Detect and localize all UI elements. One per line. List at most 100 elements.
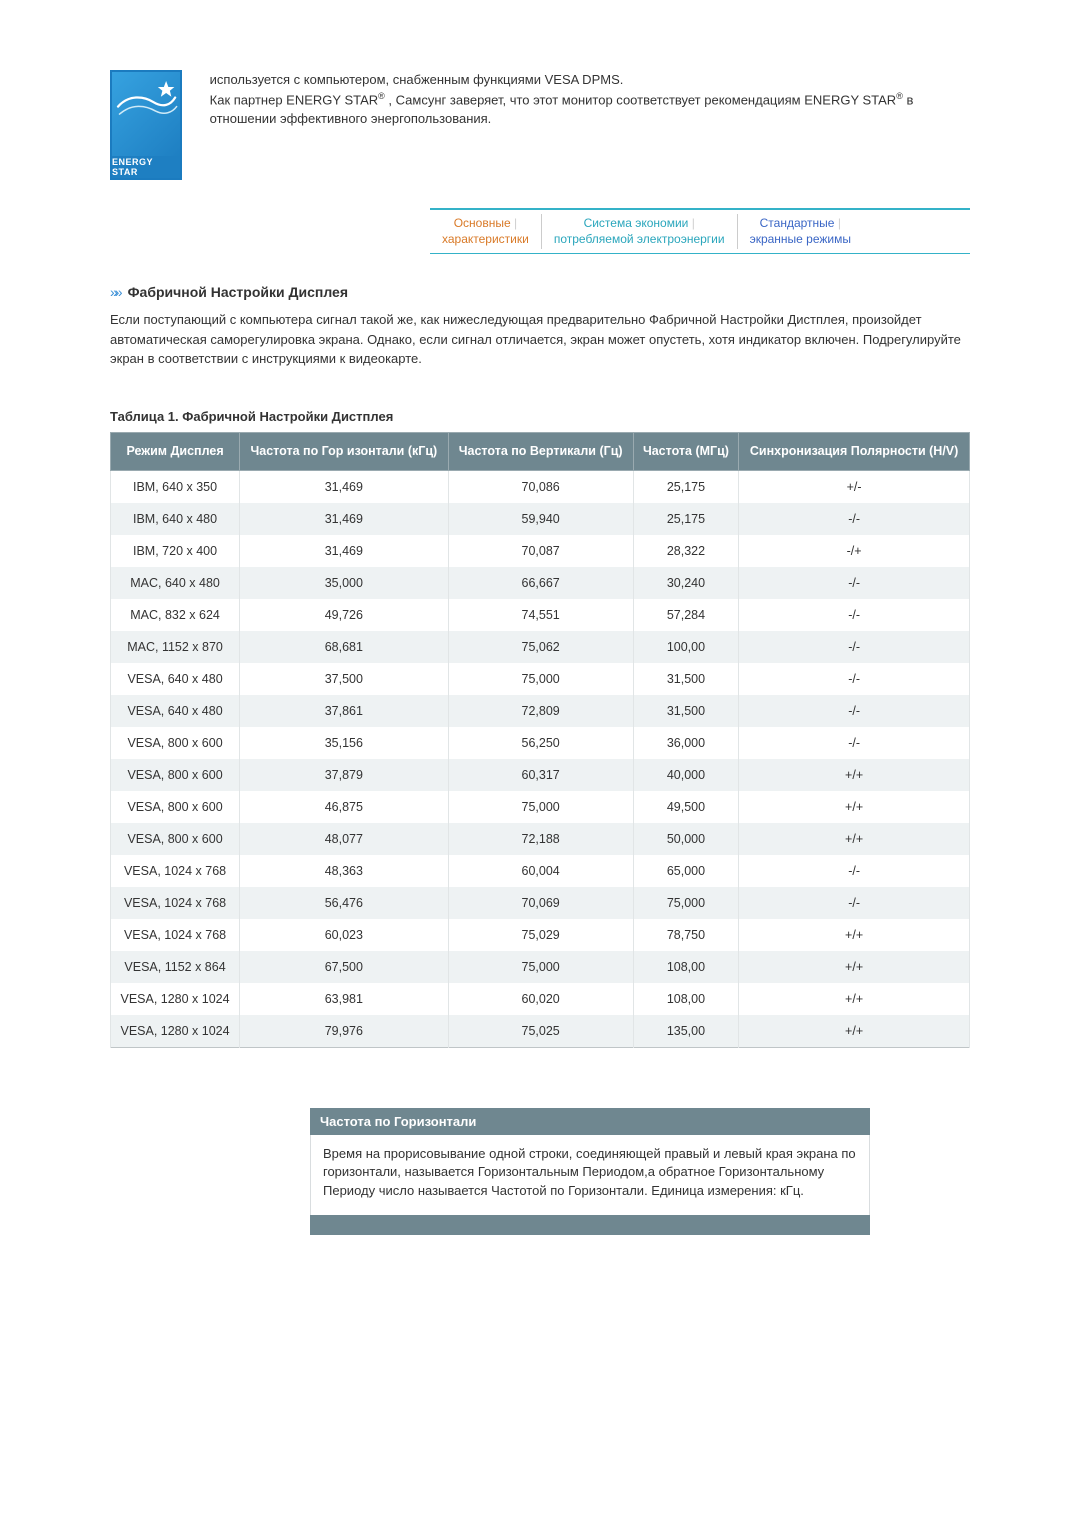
preset-modes-table: Режим Дисплея Частота по Гор изонтали (к… — [110, 432, 970, 1048]
table-cell: -/+ — [739, 535, 970, 567]
tab-power-saving[interactable]: Система экономии | потребляемой электроэ… — [542, 210, 737, 253]
table-cell: 70,087 — [448, 535, 633, 567]
table-cell: 31,469 — [240, 535, 449, 567]
table-row: MAC, 640 x 48035,00066,66730,240-/- — [111, 567, 970, 599]
table-cell: -/- — [739, 631, 970, 663]
section-header: »» Фабричной Настройки Дисплея — [110, 284, 970, 300]
table-cell: 59,940 — [448, 503, 633, 535]
table-row: IBM, 640 x 35031,46970,08625,175+/- — [111, 470, 970, 503]
table-cell: VESA, 800 x 600 — [111, 727, 240, 759]
table-cell: VESA, 640 x 480 — [111, 663, 240, 695]
table-cell: -/- — [739, 887, 970, 919]
table-cell: VESA, 640 x 480 — [111, 695, 240, 727]
table-cell: VESA, 1152 x 864 — [111, 951, 240, 983]
tab-label: Основные — [454, 216, 511, 230]
table-cell: VESA, 1024 x 768 — [111, 855, 240, 887]
table-row: VESA, 800 x 60035,15656,25036,000-/- — [111, 727, 970, 759]
table-cell: 68,681 — [240, 631, 449, 663]
table-cell: IBM, 640 x 350 — [111, 470, 240, 503]
table-cell: 75,000 — [633, 887, 738, 919]
table-cell: -/- — [739, 599, 970, 631]
table-cell: 49,726 — [240, 599, 449, 631]
tab-display-modes[interactable]: Стандартные | экранные режимы — [738, 210, 863, 253]
table-row: VESA, 800 x 60048,07772,18850,000+/+ — [111, 823, 970, 855]
table-cell: 28,322 — [633, 535, 738, 567]
table-cell: 74,551 — [448, 599, 633, 631]
energy-star-swirl-svg — [112, 72, 180, 135]
tab-label: характеристики — [442, 232, 529, 246]
reg-mark-1: ® — [378, 91, 385, 101]
table-cell: 135,00 — [633, 1015, 738, 1048]
table-cell: 35,156 — [240, 727, 449, 759]
table-cell: MAC, 832 x 624 — [111, 599, 240, 631]
intro-line2b: , Самсунг заверяет, что этот монитор соо… — [385, 92, 896, 107]
table-cell: +/- — [739, 470, 970, 503]
table-cell: VESA, 1024 x 768 — [111, 919, 240, 951]
section-title: Фабричной Настройки Дисплея — [128, 284, 348, 300]
table-cell: 40,000 — [633, 759, 738, 791]
table-cell: 79,976 — [240, 1015, 449, 1048]
table-header-row: Режим Дисплея Частота по Гор изонтали (к… — [111, 432, 970, 470]
table-row: VESA, 1280 x 102479,97675,025135,00+/+ — [111, 1015, 970, 1048]
info-box: Частота по Горизонтали Время на прорисов… — [310, 1108, 870, 1236]
info-box-body: Время на прорисовывание одной строки, со… — [310, 1135, 870, 1216]
table-row: VESA, 1024 x 76848,36360,00465,000-/- — [111, 855, 970, 887]
table-cell: 31,469 — [240, 503, 449, 535]
table-cell: 60,020 — [448, 983, 633, 1015]
table-row: IBM, 720 x 40031,46970,08728,322-/+ — [111, 535, 970, 567]
table-cell: 30,240 — [633, 567, 738, 599]
table-cell: 67,500 — [240, 951, 449, 983]
table-cell: +/+ — [739, 823, 970, 855]
table-cell: -/- — [739, 503, 970, 535]
table-row: VESA, 800 x 60046,87575,00049,500+/+ — [111, 791, 970, 823]
table-cell: 37,861 — [240, 695, 449, 727]
table-cell: MAC, 1152 x 870 — [111, 631, 240, 663]
table-cell: 49,500 — [633, 791, 738, 823]
tab-label: экранные режимы — [750, 232, 851, 246]
table-row: VESA, 1024 x 76860,02375,02978,750+/+ — [111, 919, 970, 951]
table-cell: 70,069 — [448, 887, 633, 919]
tab-general-specs[interactable]: Основные | характеристики — [430, 210, 541, 253]
table-caption: Таблица 1. Фабричной Настройки Дистплея — [110, 409, 970, 424]
table-cell: 48,363 — [240, 855, 449, 887]
reg-mark-2: ® — [896, 91, 903, 101]
table-cell: 63,981 — [240, 983, 449, 1015]
col-pixel-clk: Частота (МГц) — [633, 432, 738, 470]
table-cell: MAC, 640 x 480 — [111, 567, 240, 599]
table-cell: -/- — [739, 695, 970, 727]
table-cell: VESA, 1024 x 768 — [111, 887, 240, 919]
table-cell: IBM, 720 x 400 — [111, 535, 240, 567]
table-cell: 25,175 — [633, 503, 738, 535]
table-cell: 75,062 — [448, 631, 633, 663]
tab-label: потребляемой электроэнергии — [554, 232, 725, 246]
chevron-icon: »» — [110, 284, 120, 300]
tab-label: Стандартные — [760, 216, 835, 230]
table-cell: 57,284 — [633, 599, 738, 631]
energy-star-swirl — [112, 72, 180, 156]
table-cell: +/+ — [739, 1015, 970, 1048]
table-cell: 66,667 — [448, 567, 633, 599]
table-cell: 72,809 — [448, 695, 633, 727]
table-cell: 70,086 — [448, 470, 633, 503]
intro-line1: используется с компьютером, снабженным ф… — [210, 72, 624, 87]
table-cell: 78,750 — [633, 919, 738, 951]
table-cell: 65,000 — [633, 855, 738, 887]
table-cell: 31,500 — [633, 695, 738, 727]
table-row: MAC, 832 x 62449,72674,55157,284-/- — [111, 599, 970, 631]
table-cell: +/+ — [739, 919, 970, 951]
table-cell: 31,500 — [633, 663, 738, 695]
table-cell: 36,000 — [633, 727, 738, 759]
table-cell: 37,500 — [240, 663, 449, 695]
table-cell: 108,00 — [633, 951, 738, 983]
table-cell: VESA, 800 x 600 — [111, 791, 240, 823]
table-row: VESA, 1024 x 76856,47670,06975,000-/- — [111, 887, 970, 919]
table-cell: VESA, 1280 x 1024 — [111, 983, 240, 1015]
table-cell: IBM, 640 x 480 — [111, 503, 240, 535]
table-cell: 56,250 — [448, 727, 633, 759]
table-cell: 75,000 — [448, 951, 633, 983]
table-cell: 108,00 — [633, 983, 738, 1015]
table-cell: 100,00 — [633, 631, 738, 663]
table-cell: +/+ — [739, 759, 970, 791]
table-cell: 75,029 — [448, 919, 633, 951]
table-cell: 37,879 — [240, 759, 449, 791]
